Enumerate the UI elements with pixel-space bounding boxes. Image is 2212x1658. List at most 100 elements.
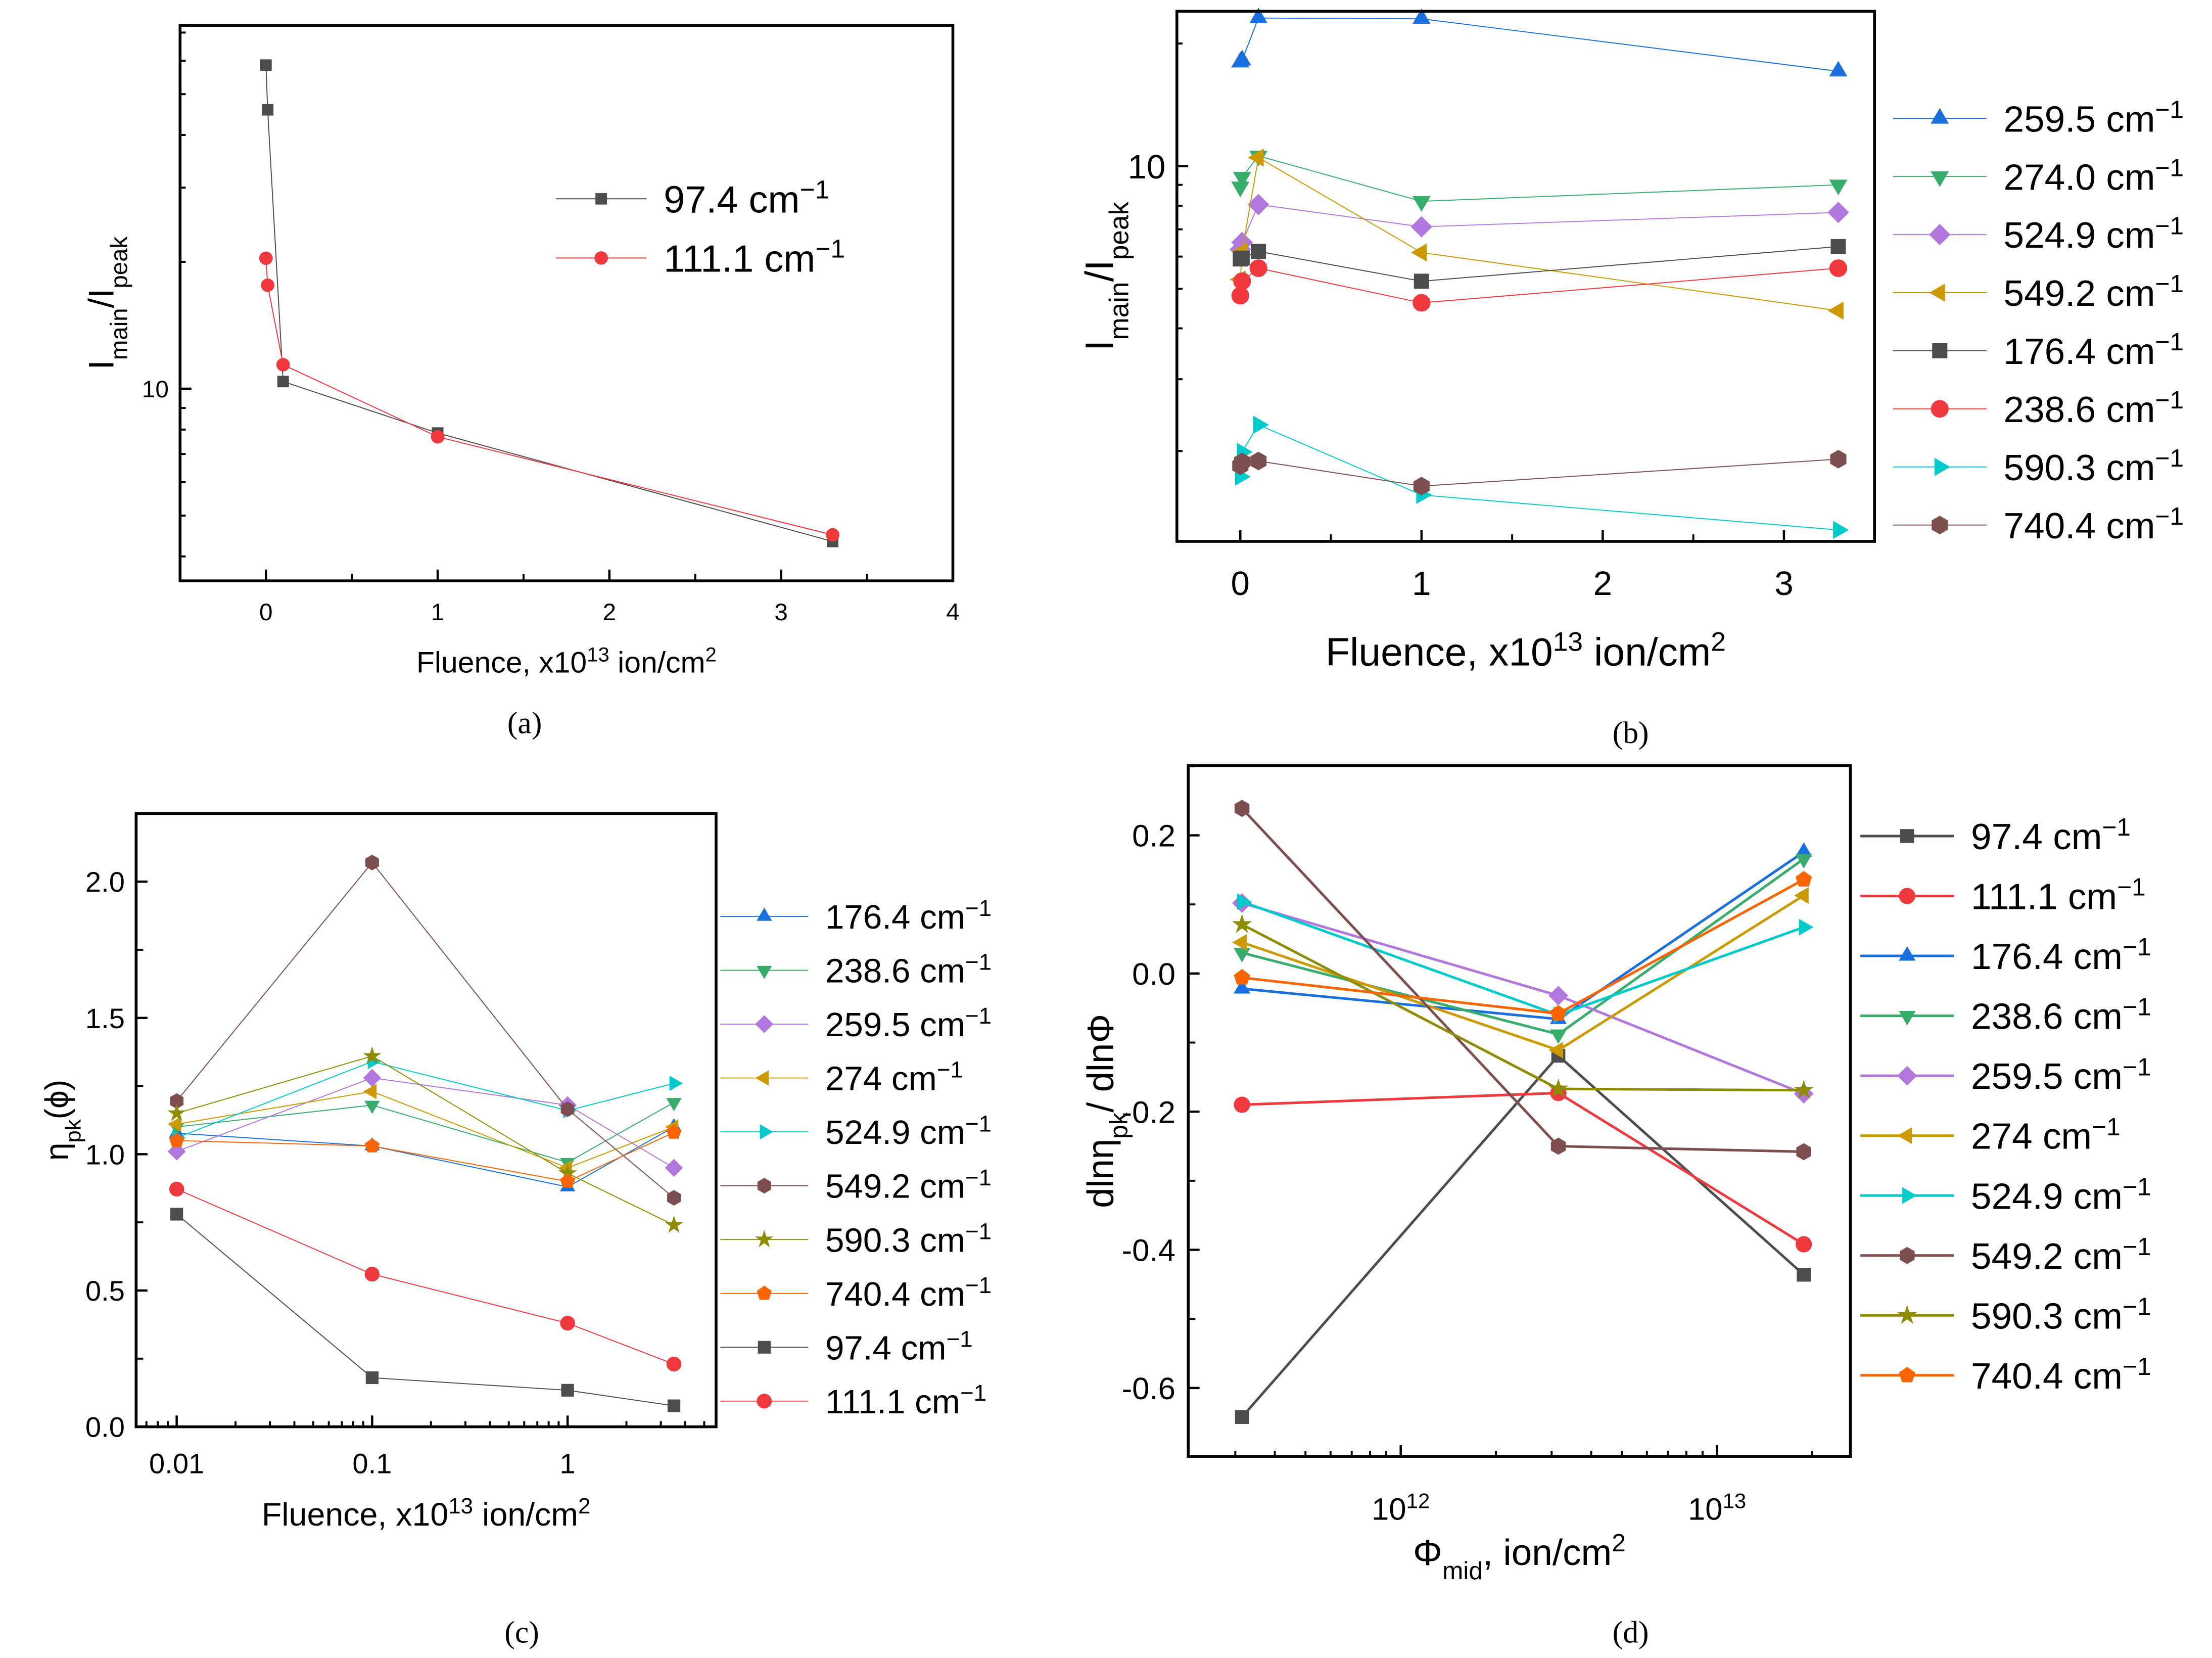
legend-label-sup: −1 xyxy=(2155,444,2184,472)
series-97.4 xyxy=(170,1208,681,1412)
x-axis-title-sup: 2 xyxy=(705,644,717,666)
x-tick-label: 2 xyxy=(1593,565,1612,603)
series-740.4 xyxy=(169,1124,682,1188)
y-axis-title: Imain/Ipeak xyxy=(81,237,132,370)
legend-label-sup: −1 xyxy=(946,1326,972,1352)
legend-label-text: 111.1 cm xyxy=(1971,877,2117,917)
x-tick-label: 0 xyxy=(1231,565,1250,603)
legend-label-sup: −1 xyxy=(2092,1113,2121,1140)
legend-item: 524.9 cm−1 xyxy=(1893,212,2184,256)
data-point xyxy=(1232,914,1252,933)
data-point xyxy=(560,1173,575,1188)
legend: 176.4 cm−1 238.6 cm−1 259.5 cm −1 274 cm−1 52… xyxy=(720,895,992,1421)
y-tick-label: -0.6 xyxy=(1122,1371,1175,1406)
data-point xyxy=(1827,202,1849,223)
legend-label-sup: −1 xyxy=(2102,813,2131,841)
legend-label: 740.4 cm−1 xyxy=(2004,502,2184,546)
data-point xyxy=(1234,800,1250,817)
legend-label: 111.1 cm−1 xyxy=(825,1380,986,1421)
data-point xyxy=(1548,1042,1564,1059)
x-tick-label: 1 xyxy=(1412,565,1431,603)
data-point xyxy=(1794,887,1809,904)
legend-item: 549.2 cm−1 xyxy=(720,1164,992,1206)
x-axis-title-sup: 2 xyxy=(1711,627,1726,657)
legend-item: 524.9 cm−1 xyxy=(720,1111,992,1152)
legend-label-sup: −1 xyxy=(800,175,830,204)
series-line xyxy=(176,1077,675,1169)
y-axis-title-sub: pk xyxy=(61,1119,85,1142)
data-point xyxy=(666,1098,682,1112)
x-axis-title-sup: 13 xyxy=(1553,627,1583,657)
legend-marker xyxy=(757,1285,772,1300)
legend-label: 176.4 cm−1 xyxy=(2004,328,2184,372)
legend-label: 590.3 cm−1 xyxy=(1971,1293,2151,1337)
legend-label-text: 111.1 cm xyxy=(664,238,815,281)
data-point xyxy=(1411,243,1427,262)
y-tick-label: 10 xyxy=(142,376,169,403)
data-point xyxy=(1795,871,1812,887)
series-group xyxy=(1232,800,1814,1424)
y-axis-title-text: I xyxy=(81,360,121,370)
legend-marker xyxy=(1931,400,1949,418)
x-axis-title-sup: 2 xyxy=(578,1494,590,1518)
legend-label: 740.4 cm−1 xyxy=(1971,1353,2151,1397)
series-group xyxy=(1230,8,1849,539)
series-176.4 xyxy=(1233,239,1846,289)
panel-caption: (d) xyxy=(1613,1615,1649,1649)
data-point xyxy=(1797,1267,1811,1282)
legend-label-sup: −1 xyxy=(2123,1353,2151,1380)
legend-label: 524.9 cm−1 xyxy=(2004,212,2184,256)
legend-item: 176.4 cm−1 xyxy=(720,895,992,936)
data-point xyxy=(1829,179,1848,196)
data-point xyxy=(1234,452,1250,472)
legend-item: 238.6 cm−1 xyxy=(720,949,992,990)
x-tick-label: 3 xyxy=(1774,565,1793,603)
legend-label-text: 274 cm xyxy=(1971,1116,2092,1157)
y-axis-title-text: η xyxy=(39,1142,75,1161)
legend-item: 176.4 cm−1 xyxy=(1860,933,2151,977)
series-line xyxy=(176,861,675,1199)
x-axis-title-sup: 2 xyxy=(1612,1529,1626,1557)
legend-label: 111.1 cm−1 xyxy=(664,234,845,280)
series-274.0 xyxy=(1231,151,1848,212)
data-point xyxy=(1233,172,1251,188)
x-axis-title-text: Fluence, x10 xyxy=(416,647,587,679)
data-point xyxy=(1248,148,1264,167)
y-tick-label: -0.2 xyxy=(1122,1095,1175,1130)
data-point xyxy=(1233,272,1251,290)
legend-label: 274 cm−1 xyxy=(825,1056,963,1097)
x-tick-label-sup: 13 xyxy=(1723,1489,1747,1512)
legend-label-text: 259.5 cm xyxy=(825,1006,965,1044)
legend-label-text: 524.9 cm xyxy=(1971,1176,2123,1217)
legend-marker xyxy=(1929,284,1945,302)
legend-label-sup: −1 xyxy=(960,1380,986,1406)
series-590.3 xyxy=(167,1046,683,1233)
series-259.5 xyxy=(167,1069,683,1177)
legend-label-sup: −1 xyxy=(2155,386,2184,414)
data-point xyxy=(1412,8,1431,24)
legend-label-sup: −1 xyxy=(2155,328,2184,356)
legend-item: 549.2 cm−1 xyxy=(1893,270,2184,314)
legend-item: 549.2 cm−1 xyxy=(1860,1233,2151,1277)
data-point xyxy=(259,251,273,265)
series-740.4 xyxy=(1234,871,1812,1021)
legend-label-text: 176.4 cm xyxy=(1971,936,2123,977)
series-line xyxy=(265,65,833,542)
legend-marker xyxy=(1900,1247,1915,1264)
data-point xyxy=(276,358,290,372)
series-274 xyxy=(168,1084,679,1176)
legend-item: 259.5 cm−1 xyxy=(1893,96,2184,140)
legend-item: 111.1 cm−1 xyxy=(555,234,845,280)
legend-marker xyxy=(1932,343,1948,358)
data-point xyxy=(1234,979,1251,994)
data-point xyxy=(666,1356,682,1372)
x-tick-label-sup: 12 xyxy=(1406,1489,1430,1512)
legend-marker xyxy=(1931,108,1949,124)
data-point xyxy=(1413,294,1431,312)
y-tick-label: 0.0 xyxy=(1132,957,1175,992)
series-176.4 xyxy=(169,1118,682,1191)
legend-marker xyxy=(1899,1011,1916,1026)
